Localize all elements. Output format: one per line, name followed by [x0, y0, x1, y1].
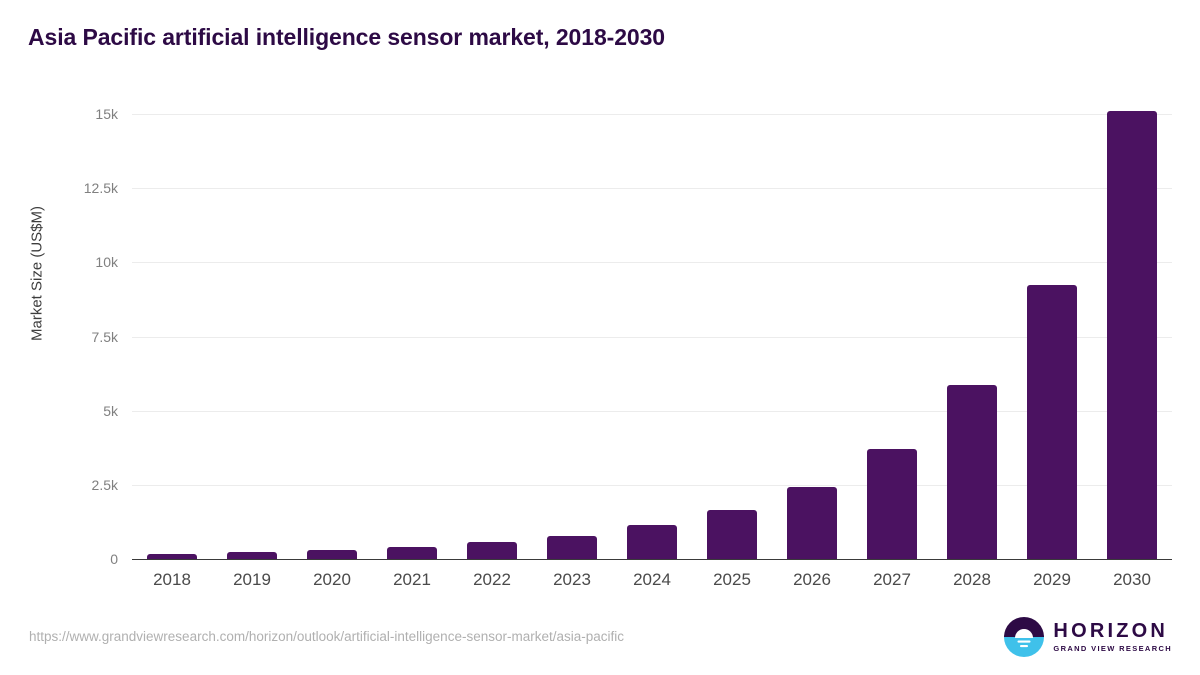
x-tick-label: 2018	[153, 570, 191, 589]
bar[interactable]	[147, 553, 197, 559]
gridline	[132, 410, 1172, 412]
gridline	[132, 114, 1172, 115]
x-tick-label: 2025	[713, 570, 751, 589]
x-tick-label: 2029	[1033, 570, 1071, 589]
bar-series	[132, 111, 1172, 559]
bar[interactable]	[387, 547, 437, 559]
logo-text: HORIZON GRAND VIEW RESEARCH	[1053, 621, 1172, 653]
logo-name: HORIZON	[1053, 620, 1169, 643]
gridlines	[132, 114, 1172, 560]
gridline	[132, 262, 1172, 264]
y-tick-label: 0	[110, 551, 118, 567]
x-tick-label: 2027	[873, 570, 911, 589]
bar[interactable]	[787, 487, 837, 559]
horizon-sun-circle-icon	[1004, 617, 1045, 657]
gridline	[132, 188, 1172, 190]
y-axis-title: Market Size (US$M)	[28, 205, 46, 342]
x-tick-label: 2019	[233, 570, 271, 589]
y-tick-label: 15k	[95, 106, 118, 122]
bar[interactable]	[1107, 111, 1157, 559]
gridline	[132, 336, 1172, 338]
page-title: Asia Pacific artificial intelligence sen…	[28, 24, 665, 50]
axis-baseline	[132, 559, 1172, 560]
logo-subtitle: GRAND VIEW RESEARCH	[1053, 644, 1172, 654]
bar[interactable]	[947, 384, 997, 559]
x-axis-tick-labels: 2018 2019 2020 2021 2022 2023 2024 2025 2026 2027…	[132, 570, 1172, 596]
bar[interactable]	[707, 510, 757, 559]
x-tick-label: 2026	[793, 570, 831, 589]
bar[interactable]	[467, 542, 517, 559]
x-tick-label: 2024	[633, 570, 671, 589]
bar[interactable]	[227, 552, 277, 559]
gridline	[132, 484, 1172, 486]
y-tick-label: 12.5k	[83, 180, 118, 197]
x-tick-label: 2022	[473, 570, 511, 589]
y-tick-label: 7.5k	[91, 328, 118, 345]
x-tick-label: 2023	[553, 570, 591, 589]
bar[interactable]	[867, 449, 917, 559]
horizon-logo: HORIZON GRAND VIEW RESEARCH	[1004, 617, 1172, 657]
y-tick-label: 5k	[103, 402, 118, 419]
x-tick-label: 2028	[953, 570, 991, 589]
bar[interactable]	[627, 525, 677, 559]
y-axis-tick-labels: 0 2.5k 5k 7.5k 10k 12.5k 15k	[48, 106, 118, 567]
y-tick-label: 10k	[95, 254, 118, 271]
bar[interactable]	[307, 550, 357, 559]
y-tick-label: 2.5k	[91, 476, 118, 493]
bar[interactable]	[547, 535, 597, 559]
x-tick-label: 2021	[393, 570, 431, 589]
source-url[interactable]: https://www.grandviewresearch.com/horizo…	[29, 629, 624, 644]
x-tick-label: 2030	[1113, 570, 1151, 589]
bar[interactable]	[1027, 284, 1077, 559]
x-tick-label: 2020	[313, 570, 351, 589]
